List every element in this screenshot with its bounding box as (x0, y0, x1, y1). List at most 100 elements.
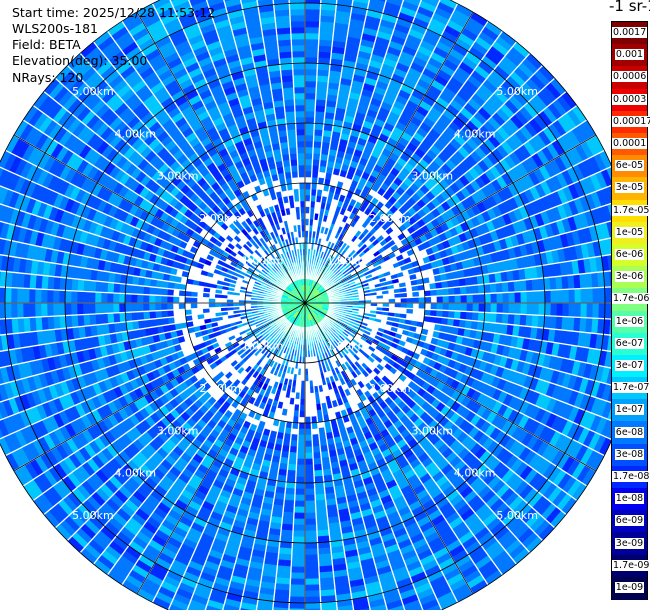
data-cell (290, 578, 306, 586)
data-cell (71, 278, 79, 292)
data-cell (100, 302, 108, 314)
data-cell (292, 524, 306, 532)
data-cell (453, 286, 462, 296)
data-cell (454, 302, 462, 312)
data-cell (313, 463, 323, 471)
data-cell (148, 310, 157, 320)
data-cell (460, 302, 468, 312)
data-cell (313, 475, 325, 483)
data-cell (496, 292, 504, 304)
data-cell (304, 116, 315, 124)
data-cell (519, 314, 527, 327)
data-cell (304, 170, 313, 178)
data-cell (315, 505, 328, 513)
data-cell (531, 314, 539, 328)
data-cell (316, 75, 330, 83)
data-cell (289, 584, 306, 592)
data-cell (312, 457, 323, 465)
data-cell (315, 87, 328, 95)
data-cell (304, 464, 315, 472)
data-cell (304, 422, 312, 430)
data-cell (282, 505, 295, 513)
data-cell (304, 434, 313, 442)
data-cell (501, 313, 509, 325)
data-cell (293, 506, 306, 514)
data-cell (520, 291, 528, 304)
data-cell (22, 302, 30, 318)
data-cell (513, 313, 521, 326)
data-cell (95, 280, 103, 293)
data-cell (83, 314, 91, 327)
data-cell (313, 469, 324, 477)
data-cell (436, 302, 444, 311)
data-cell (297, 440, 306, 448)
data-cell (312, 146, 322, 155)
data-cell (304, 158, 313, 166)
data-cell (466, 293, 474, 304)
data-cell (286, 469, 297, 477)
data-cell (296, 452, 306, 460)
data-cell (448, 302, 456, 312)
data-cell (28, 288, 36, 304)
data-cell (304, 44, 319, 52)
data-cell (544, 289, 552, 304)
data-cell (304, 98, 316, 106)
data-cell (502, 302, 510, 314)
data-cell (568, 302, 576, 318)
data-cell (77, 278, 85, 292)
data-cell (304, 8, 321, 16)
data-cell (489, 282, 497, 294)
data-cell (313, 123, 325, 131)
data-cell (292, 530, 306, 538)
data-cell (519, 279, 527, 292)
data-cell (288, 602, 306, 610)
data-cell (281, 517, 294, 525)
data-cell (304, 80, 317, 88)
data-cell (471, 284, 479, 295)
data-cell (430, 302, 438, 311)
data-cell (520, 302, 528, 315)
data-cell (502, 292, 510, 304)
data-cell (472, 293, 480, 304)
data-cell (586, 287, 594, 304)
data-cell (304, 122, 315, 130)
data-cell (496, 302, 504, 314)
data-cell (598, 302, 606, 319)
data-cell (304, 542, 319, 550)
data-cell (82, 302, 90, 315)
data-cell (280, 523, 294, 531)
data-cell (304, 578, 320, 586)
data-cell (89, 313, 97, 326)
data-cell (314, 487, 326, 495)
data-cell (508, 291, 516, 304)
data-cell (586, 302, 594, 319)
data-cell (304, 440, 313, 448)
data-cell (131, 311, 139, 322)
data-cell (294, 494, 306, 502)
data-cell (580, 302, 588, 318)
data-cell (304, 572, 320, 580)
data-cell (304, 416, 312, 424)
data-cell (112, 302, 120, 314)
data-cell (538, 290, 546, 304)
data-cell (304, 68, 318, 76)
data-cell (312, 152, 321, 161)
data-cell (304, 110, 316, 118)
data-cell (0, 302, 6, 320)
data-cell (304, 92, 317, 100)
data-cell (304, 602, 322, 610)
data-cell (58, 302, 66, 317)
data-cell (556, 289, 564, 304)
data-cell (58, 289, 66, 304)
data-cell (137, 311, 145, 321)
data-cell (304, 74, 318, 82)
data-cell (125, 283, 133, 295)
data-cell (490, 302, 498, 314)
data-cell (304, 20, 320, 28)
data-cell (507, 280, 515, 293)
data-cell (64, 302, 72, 316)
data-cell (136, 302, 144, 313)
data-cell (77, 314, 85, 328)
data-cell (442, 302, 450, 311)
data-cell (297, 428, 306, 436)
